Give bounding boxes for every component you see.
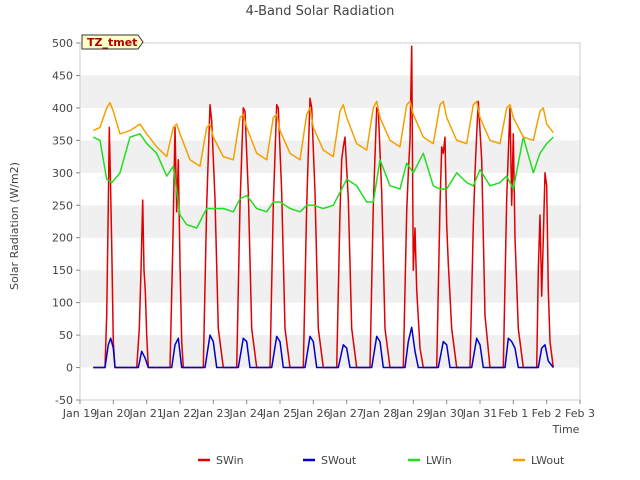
x-tick-label: Jan 30 — [428, 407, 463, 420]
series-layer — [92, 45, 555, 369]
grid-bands — [80, 43, 580, 400]
y-tick-label: 500 — [52, 37, 73, 50]
grid-band — [80, 335, 580, 368]
x-tick-label: Jan 22 — [162, 407, 197, 420]
y-tick-label: 400 — [52, 102, 73, 115]
x-tick-label: Jan 31 — [462, 407, 497, 420]
x-tick-label: Jan 25 — [262, 407, 297, 420]
x-tick-label: Jan 19 — [62, 407, 97, 420]
station-badge-shape — [81, 34, 144, 50]
x-axis-label: Time — [552, 423, 580, 436]
station-badge: TZ_tmet — [81, 34, 144, 50]
series-line-lwout — [92, 100, 554, 168]
x-tick-label: Jan 29 — [395, 407, 430, 420]
x-tick-label: Feb 2 — [532, 407, 562, 420]
y-axis-ticks: -50 0 50 100 150 200 250 300 350 400 450 500 — [52, 37, 80, 407]
x-tick-label: Jan 24 — [228, 407, 263, 420]
y-tick-label: 450 — [52, 69, 73, 82]
station-badge-text: TZ_tmet — [87, 36, 137, 49]
legend-label-swin: SWin — [216, 454, 244, 467]
y-tick-label: -50 — [55, 394, 73, 407]
x-tick-label: Feb 1 — [498, 407, 528, 420]
legend: SWin SWout LWin LWout — [198, 454, 565, 467]
legend-label-lwout: LWout — [531, 454, 565, 467]
y-tick-label: 150 — [52, 264, 73, 277]
grid-band — [80, 43, 580, 76]
grid-band — [80, 107, 580, 141]
grid-band — [80, 367, 580, 400]
grid-band — [80, 205, 580, 238]
grid-band — [80, 270, 580, 303]
grid-band — [80, 237, 580, 271]
x-tick-label: Jan 23 — [195, 407, 230, 420]
grid-band — [80, 302, 580, 336]
x-tick-label: Jan 21 — [128, 407, 163, 420]
y-tick-label: 0 — [66, 362, 73, 375]
grid-band — [80, 172, 580, 206]
legend-label-swout: SWout — [321, 454, 357, 467]
x-tick-label: Jan 28 — [362, 407, 397, 420]
x-tick-label: Feb 3 — [565, 407, 595, 420]
y-tick-label: 300 — [52, 167, 73, 180]
legend-label-lwin: LWin — [426, 454, 452, 467]
series-line-swout — [93, 326, 554, 369]
y-tick-label: 100 — [52, 297, 73, 310]
plot-frame — [79, 42, 581, 401]
grid-band — [80, 75, 580, 108]
x-tick-label: Jan 26 — [295, 407, 330, 420]
y-tick-label: 350 — [52, 134, 73, 147]
series-line-lwin — [92, 133, 554, 229]
x-tick-label: Jan 20 — [95, 407, 130, 420]
y-tick-label: 200 — [52, 232, 73, 245]
x-tick-label: Jan 27 — [328, 407, 363, 420]
y-tick-label: 250 — [52, 199, 73, 212]
chart-title: 4-Band Solar Radiation — [246, 4, 395, 19]
y-tick-label: 50 — [59, 329, 73, 342]
y-axis-label: Solar Radiation (W/m2) — [8, 162, 21, 290]
